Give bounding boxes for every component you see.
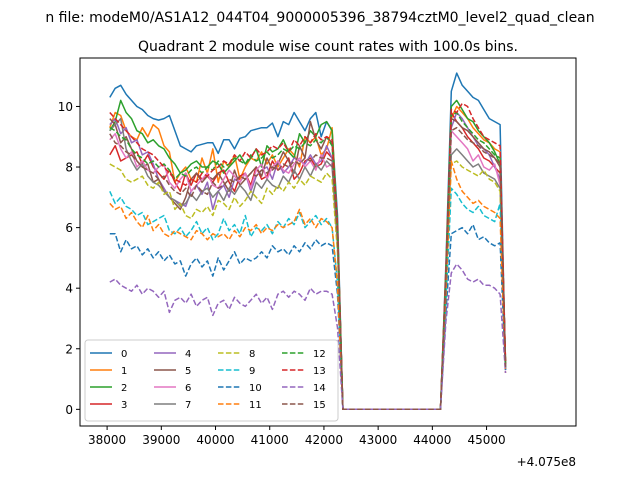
legend-label-6: 6 xyxy=(185,383,191,394)
x-tick-label: 38000 xyxy=(88,433,126,447)
x-tick-label: 43000 xyxy=(359,433,397,447)
legend-label-5: 5 xyxy=(185,366,191,377)
y-tick-label: 10 xyxy=(58,100,73,114)
legend-label-10: 10 xyxy=(249,383,262,394)
y-tick-label: 2 xyxy=(65,342,73,356)
y-tick-label: 6 xyxy=(65,221,73,235)
series-layer xyxy=(109,72,507,411)
legend-label-15: 15 xyxy=(313,400,326,411)
legend-label-4: 4 xyxy=(185,349,191,360)
x-tick-label: 42000 xyxy=(305,433,343,447)
axes-frame xyxy=(79,57,577,427)
x-tick-label: 40000 xyxy=(196,433,234,447)
legend-label-2: 2 xyxy=(121,383,127,394)
legend-label-11: 11 xyxy=(249,400,262,411)
x-tick-label: 45000 xyxy=(467,433,505,447)
y-tick-label: 4 xyxy=(65,282,73,296)
legend-box xyxy=(84,339,339,422)
x-axis-offset-label: +4.075e8 xyxy=(517,455,576,469)
legend-label-1: 1 xyxy=(121,366,127,377)
y-tick-label: 8 xyxy=(65,161,73,175)
x-tick-label: 39000 xyxy=(142,433,180,447)
legend-label-12: 12 xyxy=(313,349,326,360)
figure-suptitle: n file: modeM0/AS1A12_044T04_9000005396_… xyxy=(45,10,594,26)
legend-label-13: 13 xyxy=(313,366,326,377)
legend-label-14: 14 xyxy=(313,383,326,394)
axes-layer: 38000 39000 40000 41000 42000 43000 44000 45000… xyxy=(58,57,577,447)
y-tick-label: 0 xyxy=(65,403,73,417)
legend-label-0: 0 xyxy=(121,349,127,360)
chart-title: Quadrant 2 module wise count rates with … xyxy=(138,39,518,55)
x-tick-label: 41000 xyxy=(251,433,289,447)
legend-label-3: 3 xyxy=(121,400,127,411)
legend-label-8: 8 xyxy=(249,349,255,360)
legend-label-9: 9 xyxy=(249,366,255,377)
series-line-15 xyxy=(109,126,507,411)
legend-label-7: 7 xyxy=(185,400,191,411)
x-tick-label: 44000 xyxy=(413,433,451,447)
